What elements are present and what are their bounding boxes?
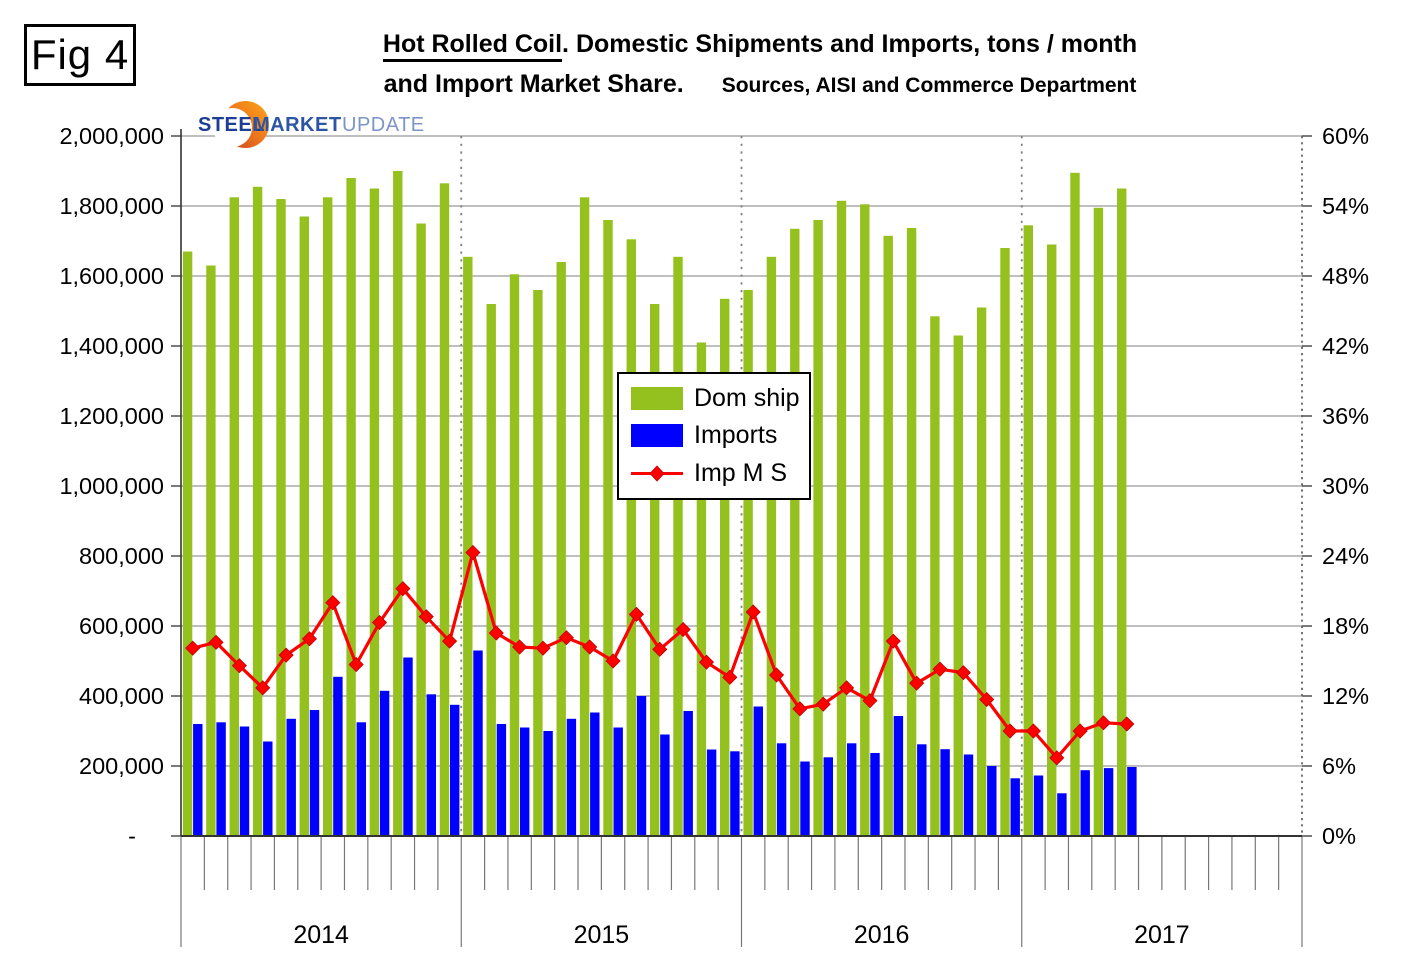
- svg-text:12%: 12%: [1322, 683, 1369, 709]
- svg-text:1,600,000: 1,600,000: [59, 263, 164, 289]
- logo-steel-text: STEEL: [198, 114, 265, 136]
- svg-text:2016: 2016: [854, 921, 910, 949]
- legend-label-imp-ms: Imp M S: [694, 458, 788, 487]
- logo-market-text: MARKET: [253, 114, 342, 136]
- svg-text:60%: 60%: [1322, 123, 1369, 149]
- chart-title-line2: and Import Market Share. Sources, AISI an…: [260, 68, 1260, 102]
- figure-label: Fig 4: [30, 31, 130, 78]
- svg-text:24%: 24%: [1322, 543, 1369, 569]
- svg-text:30%: 30%: [1322, 473, 1369, 499]
- svg-text:1,000,000: 1,000,000: [59, 473, 164, 499]
- svg-text:1,400,000: 1,400,000: [59, 333, 164, 359]
- smu-logo: STEEL MARKET UPDATE: [196, 98, 426, 154]
- chart-title-line1: Hot Rolled Coil. Domestic Shipments and …: [260, 28, 1260, 62]
- legend-item-imports: Imports: [631, 421, 805, 450]
- svg-text:6%: 6%: [1322, 753, 1356, 779]
- svg-text:42%: 42%: [1322, 333, 1369, 359]
- svg-text:600,000: 600,000: [79, 613, 164, 639]
- imp-ms-swatch: [631, 465, 683, 482]
- legend-item-dom-ship: Dom ship: [631, 384, 805, 413]
- dom-ship-swatch: [631, 387, 683, 411]
- svg-text:0%: 0%: [1322, 823, 1356, 849]
- svg-text:2,000,000: 2,000,000: [59, 123, 164, 149]
- legend-label-dom-ship: Dom ship: [694, 384, 800, 413]
- svg-text:36%: 36%: [1322, 403, 1369, 429]
- svg-text:800,000: 800,000: [79, 543, 164, 569]
- legend-item-imp-ms: Imp M S: [631, 459, 805, 488]
- title-line1-rest: . Domestic Shipments and Imports, tons /…: [562, 30, 1138, 58]
- imports-swatch: [631, 424, 683, 448]
- title-underlined-part: Hot Rolled Coil: [382, 30, 563, 62]
- svg-text:54%: 54%: [1322, 193, 1369, 219]
- svg-text:1,800,000: 1,800,000: [59, 193, 164, 219]
- svg-text:2015: 2015: [574, 921, 630, 949]
- svg-text:2017: 2017: [1134, 921, 1190, 949]
- svg-text:48%: 48%: [1322, 263, 1369, 289]
- sources-note: Sources, AISI and Commerce Department: [721, 73, 1137, 97]
- logo-crescent-icon: [213, 101, 269, 148]
- logo-text: STEEL MARKET UPDATE: [196, 114, 426, 138]
- chart-title: Hot Rolled Coil. Domestic Shipments and …: [260, 28, 1260, 102]
- title-line2-main: and Import Market Share.: [383, 69, 684, 98]
- svg-text:18%: 18%: [1322, 613, 1369, 639]
- logo-update-text: UPDATE: [342, 114, 425, 136]
- svg-text:1,200,000: 1,200,000: [59, 403, 164, 429]
- svg-text:2014: 2014: [293, 921, 349, 949]
- svg-text:200,000: 200,000: [79, 753, 164, 779]
- legend: Dom ship Imports Imp M S: [617, 372, 811, 500]
- svg-text:-: -: [128, 823, 136, 849]
- svg-text:400,000: 400,000: [79, 683, 164, 709]
- legend-label-imports: Imports: [694, 421, 778, 450]
- figure-label-box: Fig 4: [24, 24, 136, 86]
